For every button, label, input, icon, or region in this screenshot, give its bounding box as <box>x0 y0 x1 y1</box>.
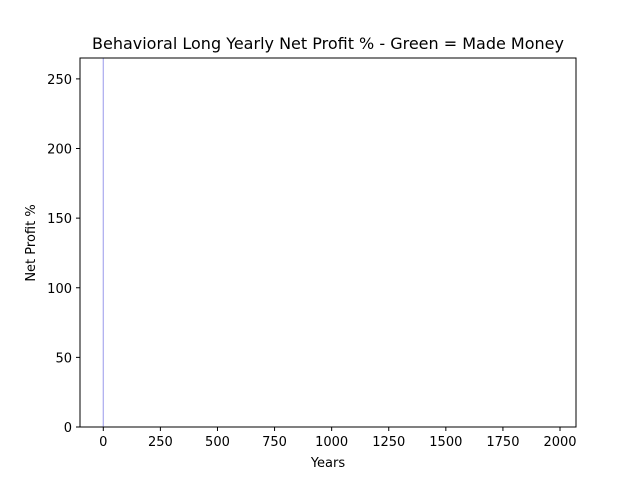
x-tick-label: 1750 <box>486 435 519 450</box>
x-tick-label: 1500 <box>429 435 462 450</box>
y-tick-label: 250 <box>47 73 72 88</box>
y-tick-label: 200 <box>47 143 72 158</box>
x-tick-label: 750 <box>262 435 287 450</box>
y-axis-label: Net Profit % <box>24 204 39 281</box>
plot-frame <box>79 57 577 428</box>
x-tick-label: 2000 <box>543 435 576 450</box>
x-tick-label: 250 <box>148 435 173 450</box>
y-tick-label: 50 <box>55 351 72 366</box>
chart-title: Behavioral Long Yearly Net Profit % - Gr… <box>92 34 564 53</box>
x-axis-label: Years <box>310 456 346 471</box>
y-axis: 0 50 100 150 200 250 <box>47 73 80 436</box>
y-tick-label: 0 <box>64 421 72 436</box>
x-tick-label: 0 <box>99 435 107 450</box>
plot-area <box>80 58 576 427</box>
y-tick-label: 100 <box>47 282 72 297</box>
x-axis: 0 250 500 750 1000 1250 1500 1750 2000 <box>99 427 577 450</box>
y-tick-label: 150 <box>47 212 72 227</box>
x-tick-label: 500 <box>205 435 230 450</box>
x-tick-label: 1250 <box>372 435 405 450</box>
x-tick-label: 1000 <box>315 435 348 450</box>
